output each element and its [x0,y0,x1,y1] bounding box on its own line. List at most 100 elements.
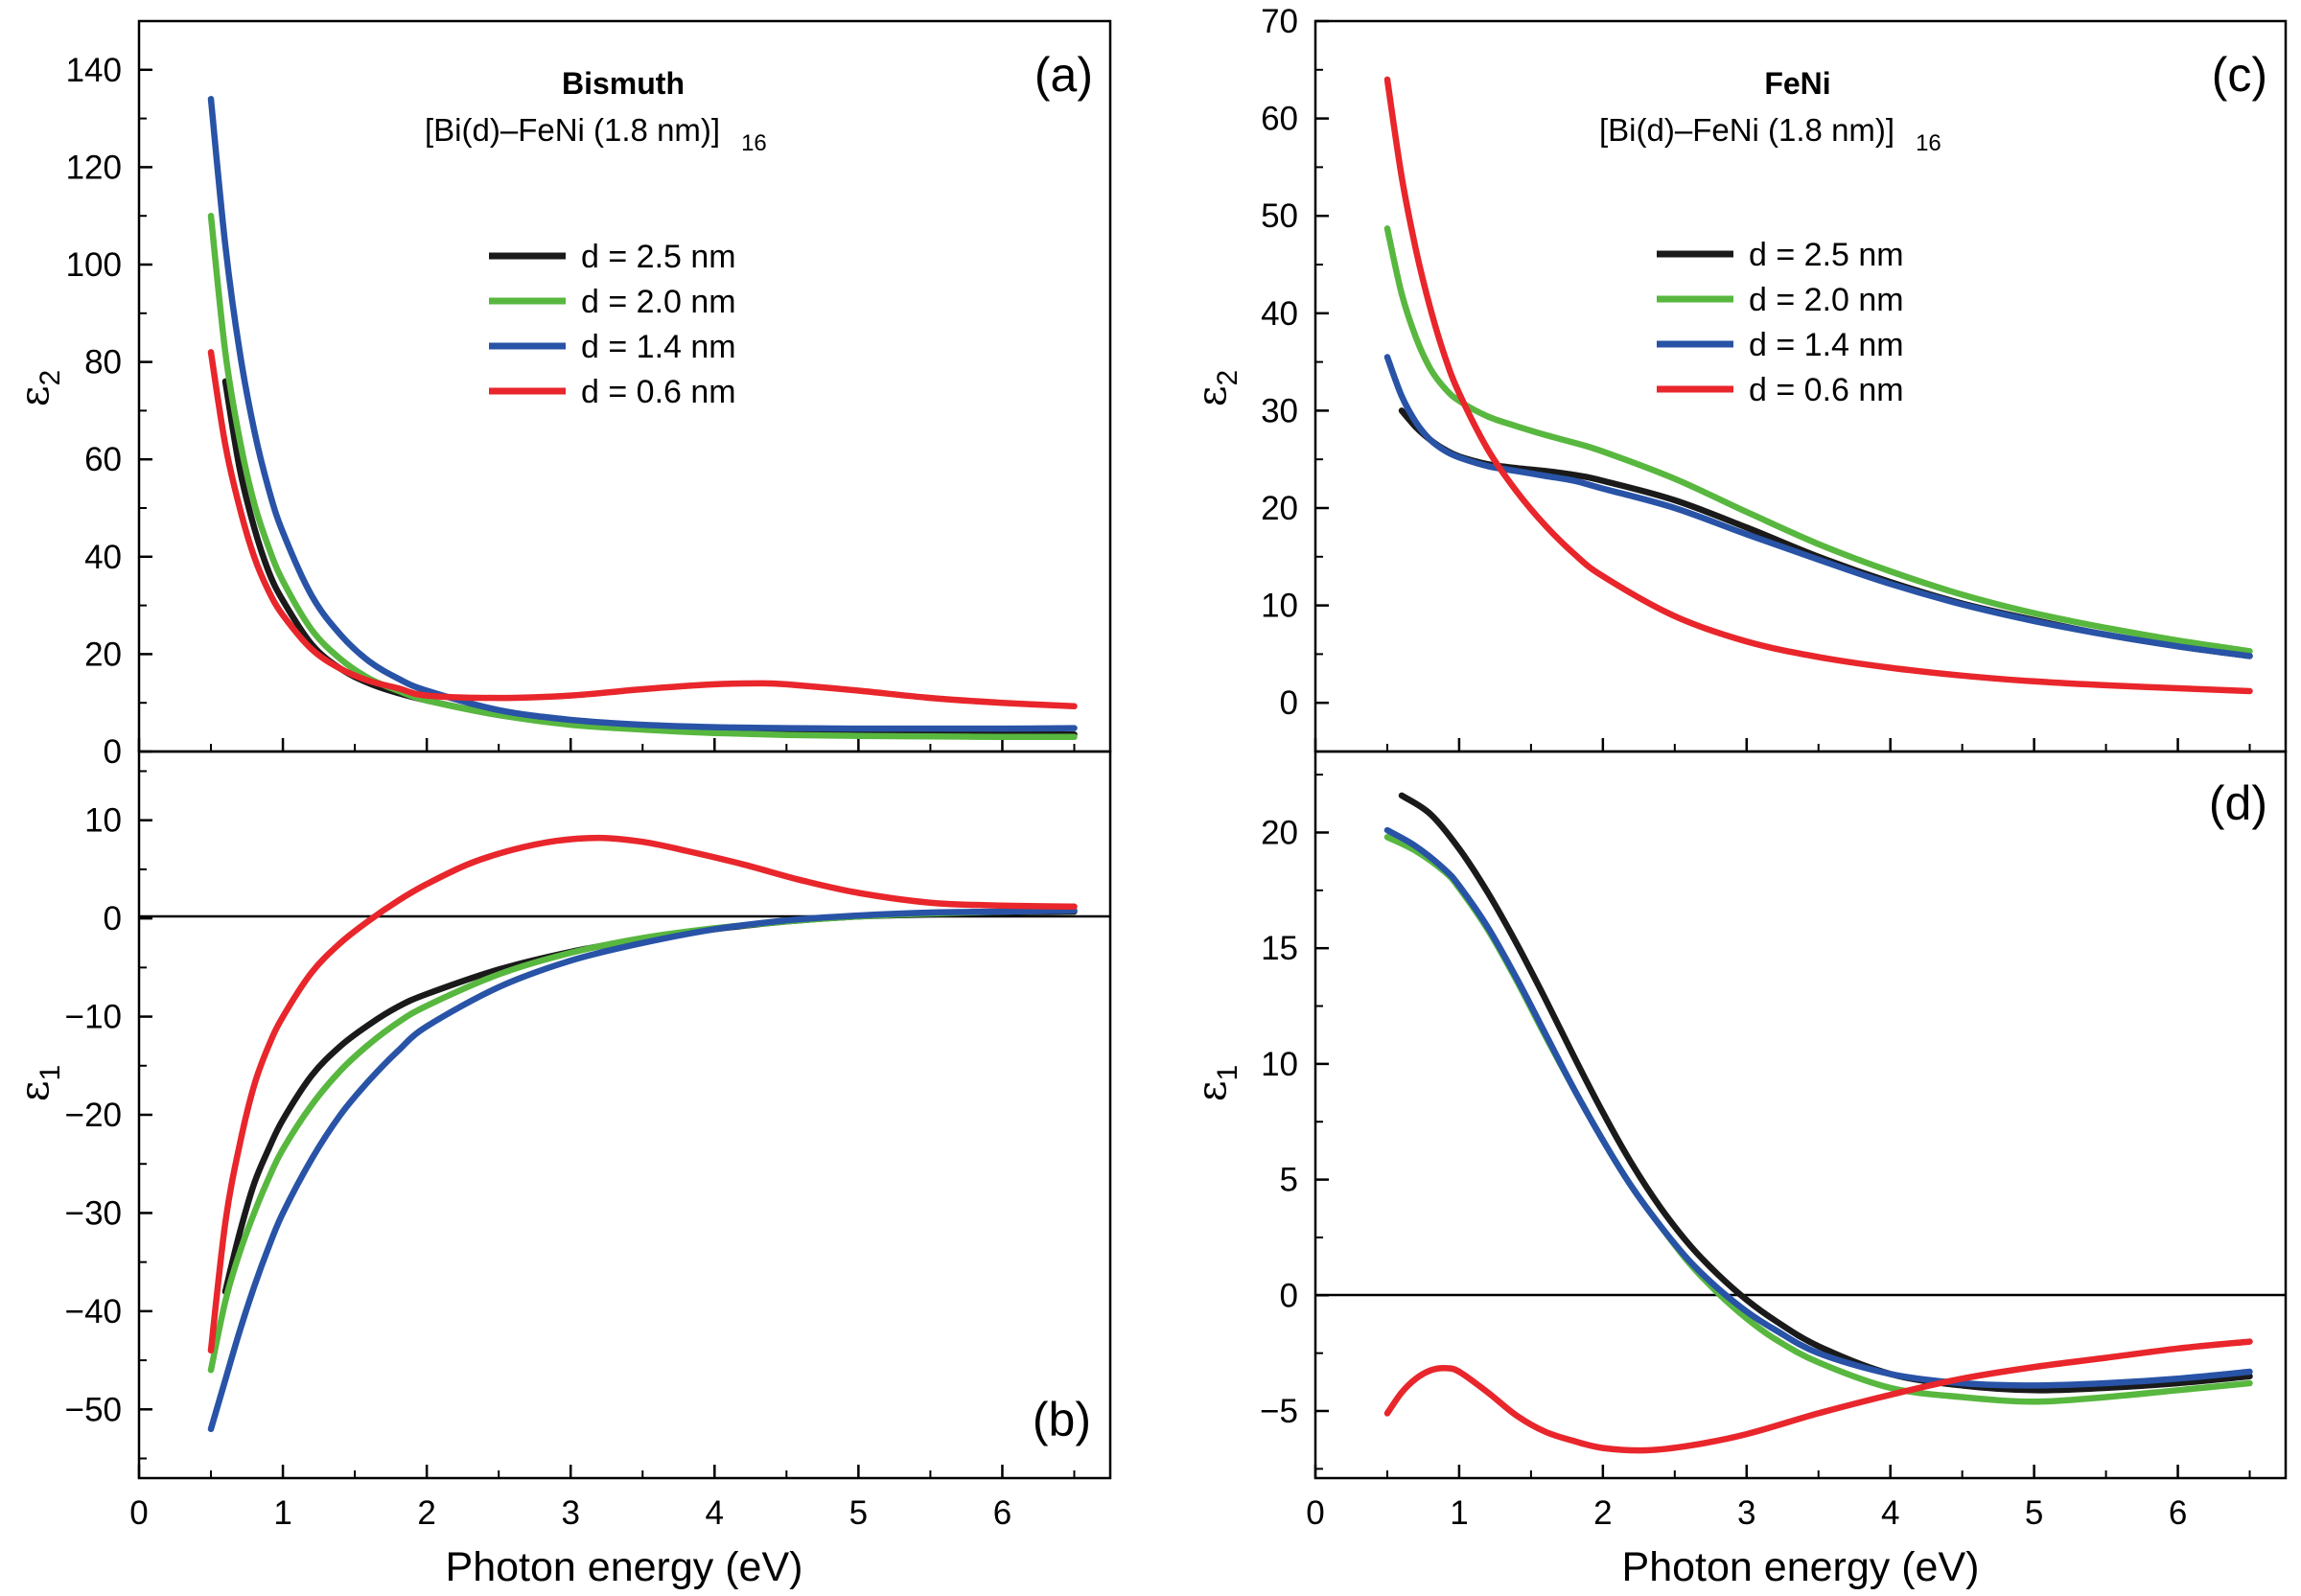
panel-a-ylabel: ε2 [11,370,66,406]
panel-c-subtitle-text: [Bi(d)–FeNi (1.8 nm)] [1599,112,1894,148]
y-tick-label: −30 [65,1194,122,1232]
legend-label: d = 2.0 nm [581,284,736,320]
panel-a-subtitle-sub: 16 [741,130,767,156]
panel-c-subtitle: [Bi(d)–FeNi (1.8 nm)] 16 [1599,112,1941,156]
y-tick-label: 20 [1261,490,1298,527]
series-line-d06 [207,349,1078,710]
y-tick-label: 0 [1280,684,1298,722]
panel-c-subtitle-sub: 16 [1916,130,1941,156]
series-line-d20 [1383,834,2253,1405]
panel-d-series [1383,792,2253,1454]
x-tick-label: 1 [273,1494,291,1532]
panel-b-letter: (b) [1033,1393,1091,1446]
y-tick-label: −50 [65,1391,122,1428]
x-tick-label: 6 [993,1494,1011,1532]
series-line-d06 [1383,1338,2253,1454]
x-tick-label: 1 [1450,1494,1468,1532]
legend-label: d = 2.0 nm [1749,282,1904,318]
y-tick-label: −20 [65,1097,122,1134]
y-tick-label: 0 [104,900,122,937]
y-tick-label: 120 [66,149,122,186]
y-tick-label: 0 [104,733,122,771]
legend-label: d = 1.4 nm [1749,327,1904,363]
x-tick-label: 3 [1737,1494,1755,1532]
legend-c: d = 2.5 nm d = 2.0 nm d = 1.4 nm d = 0.6 nm [1657,237,1904,408]
panel-d-ylabel-sub: 1 [1212,1065,1243,1081]
panel-a-subtitle: [Bi(d)–FeNi (1.8 nm)] 16 [425,112,767,156]
panel-c-ylabel: ε2 [1188,370,1243,406]
y-tick-label: 20 [1261,814,1298,851]
panel-a-ylabel-symbol: ε [11,385,58,406]
y-tick-label: 100 [66,246,122,284]
legend-label: d = 0.6 nm [1749,372,1904,408]
panel-b-ticks: 0 1 2 3 4 5 6 −50 −40 −30 −20 −10 0 10 [65,770,1076,1532]
y-tick-label: 30 [1261,392,1298,429]
panel-c-ylabel-symbol: ε [1188,385,1235,406]
panel-b-series [207,834,1078,1433]
panel-c-title: FeNi [1764,66,1830,101]
y-tick-label: 60 [1261,101,1298,138]
panel-a-subtitle-text: [Bi(d)–FeNi (1.8 nm)] [425,112,720,148]
y-tick-label: 70 [1261,3,1298,40]
x-tick-label: 2 [417,1494,435,1532]
series-line-d25 [221,378,1078,738]
panel-a-ticks: 0 20 40 60 80 100 120 140 [66,52,1076,771]
y-tick-label: 40 [84,539,122,576]
panel-b-ylabel-sub: 1 [35,1065,66,1081]
panel-c-letter: (c) [2212,48,2267,102]
x-tick-label: 3 [561,1494,579,1532]
panel-a-title: Bismuth [562,66,685,101]
panel-b-ylabel: ε1 [11,1065,66,1101]
y-tick-label: 15 [1261,930,1298,967]
x-tick-label: 2 [1593,1494,1612,1532]
panel-d-letter: (d) [2209,776,2267,830]
panel-a-series [207,96,1078,741]
y-tick-label: 5 [1280,1162,1298,1199]
series-line-d06 [1383,76,2253,695]
panel-c-series [1383,76,2253,695]
series-line-d14 [1383,354,2253,659]
y-tick-label: 10 [84,802,122,840]
x-tick-label: 5 [849,1494,868,1532]
y-tick-label: −10 [65,999,122,1036]
legend-label: d = 2.5 nm [581,239,736,275]
y-tick-label: 140 [66,52,122,89]
series-line-d06 [207,834,1078,1354]
y-tick-label: 10 [1261,588,1298,625]
x-tick-label: 6 [2169,1494,2187,1532]
y-tick-label: 80 [84,344,122,382]
panel-b-ylabel-symbol: ε [11,1080,58,1101]
panel-a-letter: (a) [1034,48,1093,102]
y-tick-label: 10 [1261,1046,1298,1083]
y-tick-label: 60 [84,441,122,478]
series-line-d14 [1383,826,2253,1389]
legend-label: d = 0.6 nm [581,374,736,410]
panel-c-ylabel-sub: 2 [1212,370,1243,386]
x-tick-label: 0 [1306,1494,1324,1532]
series-line-d20 [207,212,1078,741]
y-tick-label: −40 [65,1293,122,1330]
x-tick-label: 4 [1881,1494,1899,1532]
series-line-d25 [1398,792,2253,1394]
y-tick-label: 50 [1261,197,1298,235]
y-tick-label: −5 [1260,1393,1298,1430]
series-line-d14 [207,96,1078,732]
series-line-d20 [1383,225,2253,655]
y-tick-label: 0 [1280,1277,1298,1314]
x-tick-label: 5 [2025,1494,2043,1532]
panel-d-frame [1313,750,2288,1480]
series-line-d20 [207,907,1078,1374]
panel-d-xlabel: Photon energy (eV) [1622,1544,1980,1590]
legend-label: d = 1.4 nm [581,329,736,365]
y-tick-label: 40 [1261,295,1298,333]
panel-d-ylabel-symbol: ε [1188,1080,1235,1101]
x-tick-label: 4 [706,1494,724,1532]
panel-d-ticks: 0 1 2 3 4 5 6 −5 0 5 10 15 20 [1260,774,2251,1532]
panel-b-xlabel: Photon energy (eV) [446,1544,803,1590]
series-line-d25 [1398,407,2253,659]
series-line-d14 [207,907,1078,1433]
panel-a-ylabel-sub: 2 [35,370,66,386]
y-tick-label: 20 [84,636,122,673]
x-tick-label: 0 [129,1494,148,1532]
